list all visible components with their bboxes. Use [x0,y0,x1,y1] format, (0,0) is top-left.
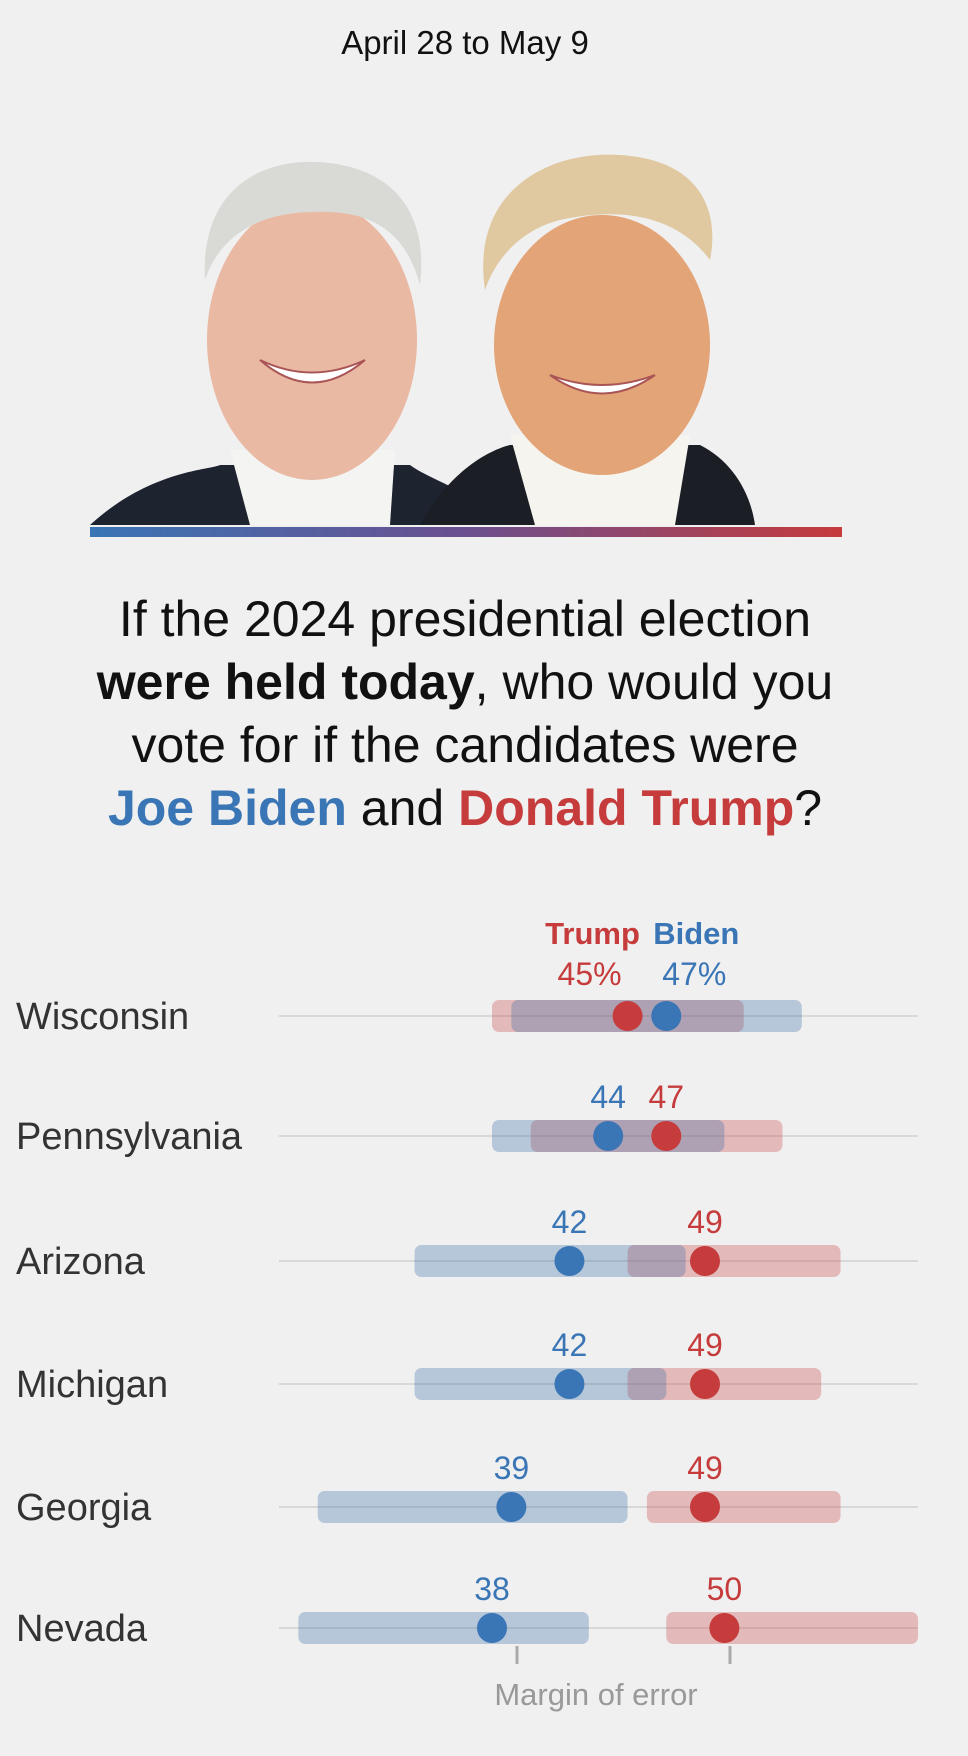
biden-dot [593,1121,624,1151]
biden-dot [477,1613,507,1643]
biden-range-bar [298,1612,589,1644]
biden-value-label: 47% [662,956,726,992]
state-label-wisconsin: Wisconsin [16,996,189,1038]
state-label-michigan: Michigan [16,1364,168,1406]
biden-value-label: 42 [552,1204,588,1240]
state-label-arizona: Arizona [16,1241,146,1283]
trump-portrait-icon [420,154,755,525]
trump-value-label: 45% [558,956,622,992]
trump-dot [612,1001,643,1031]
trump-range-bar [627,1245,841,1277]
trump-range-bar [646,1491,841,1523]
state-label-georgia: Georgia [16,1487,152,1529]
biden-dot [554,1369,585,1399]
biden-range-bar [414,1368,667,1400]
trump-value-label: 49 [687,1450,723,1486]
trump-value-label: 49 [687,1204,723,1240]
biden-range-bar [414,1245,686,1277]
trump-dot [690,1369,720,1399]
trump-value-label: 49 [687,1327,723,1363]
biden-dot [651,1001,682,1031]
legend-biden: Biden [653,916,739,951]
margin-of-error-label: Margin of error [494,1677,697,1712]
candidate-portraits [90,154,842,537]
biden-value-label: 44 [590,1079,626,1115]
legend-trump: Trump [545,916,640,951]
state-label-pennsylvania: Pennsylvania [16,1116,243,1158]
trump-dot [651,1121,682,1151]
biden-dot [496,1492,527,1522]
trump-dot [709,1613,740,1643]
state-label-nevada: Nevada [16,1608,148,1650]
trump-range-bar [666,1612,918,1644]
trump-value-label: 50 [707,1571,743,1607]
biden-value-label: 38 [474,1571,510,1607]
biden-dot [554,1246,585,1276]
date-range: April 28 to May 9 [341,24,589,61]
trump-dot [690,1492,720,1522]
trump-dot [690,1246,720,1276]
trump-range-bar [627,1368,822,1400]
poll-question: If the 2024 presidential election were h… [96,591,834,836]
biden-value-label: 42 [552,1327,588,1363]
biden-range-bar [317,1491,628,1523]
trump-value-label: 47 [648,1079,684,1115]
biden-value-label: 39 [494,1450,530,1486]
biden-portrait-icon [90,161,510,525]
